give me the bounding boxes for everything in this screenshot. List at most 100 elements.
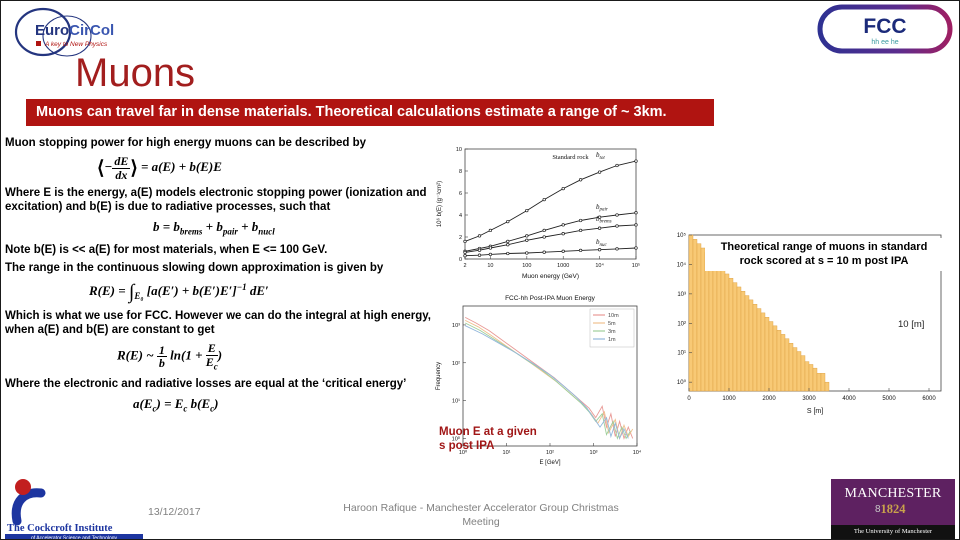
notes-paragraph-3: Note b(E) is << a(E) for most materials,… <box>5 243 328 256</box>
series-marker <box>578 228 583 233</box>
series-marker <box>525 208 529 213</box>
series-marker <box>525 234 529 238</box>
y-tick-label: 10³ <box>452 323 460 329</box>
series-marker <box>542 235 546 239</box>
x-axis-label: S [m] <box>807 408 823 415</box>
hist-bar <box>804 361 810 392</box>
cockcroft-logo-svg: The Cockcroft Institute of Accelerator S… <box>5 479 143 540</box>
x-tick-label: 2000 <box>762 396 776 402</box>
chart-title: FCC-hh Post-IPA Muon Energy <box>505 295 596 302</box>
eurocircol-logo: EuroCirCol A key to New Physics <box>9 5 159 68</box>
eq-angle-right: ⟩ <box>130 158 138 180</box>
series-marker <box>506 251 510 256</box>
eq-term: b = b <box>153 219 180 235</box>
series-label-b_nuc: bnuc <box>596 238 608 248</box>
series-3m <box>464 322 631 440</box>
series-1m <box>465 325 629 440</box>
cockcroft-dot-icon <box>15 479 31 495</box>
manchester-name: MANCHESTER <box>844 486 942 501</box>
legend-label: 5m <box>608 321 616 327</box>
hist-bar <box>792 347 798 392</box>
y-tick-label: 4 <box>459 213 462 219</box>
muon-energy-chart: 10⁰ 10¹ 10² 10³ 10⁴ 10⁰ 10¹ 10² 10³ 10m 5m 3m 1m FCC-… <box>431 290 643 472</box>
equation-critical-energy: a(Ec) = Ec b(Ec) <box>133 396 433 415</box>
fcc-logo-frame <box>817 4 953 54</box>
eq-sub-c: c <box>152 403 157 414</box>
series-marker <box>488 246 493 250</box>
series-marker <box>597 170 602 174</box>
y-tick-label: 10³ <box>677 292 686 298</box>
series-marker <box>477 248 482 252</box>
hist-bar <box>824 381 830 392</box>
series-marker <box>463 239 467 244</box>
equation-range-integral: R(E) = ∫E₀ [a(E′) + b(E′)E′]−1 dE′ <box>89 280 433 304</box>
eq-bracket: [a(E′) + b(E′)E′] <box>146 283 237 299</box>
hist-bar <box>760 312 766 392</box>
hist-bar <box>820 373 826 392</box>
eq-denominator: b <box>158 356 165 371</box>
eq-sub-nucl: nucl <box>258 226 275 237</box>
eurocircol-ring-icon <box>14 7 72 57</box>
notes-paragraph-2: Where E is the energy, a(E) models elect… <box>5 187 427 214</box>
series-marker <box>561 249 565 253</box>
integral-sign: ∫ <box>128 280 135 303</box>
muon-energy-annotation: Muon E at a given s post IPA <box>439 425 554 454</box>
y-axis-label: Frequency <box>436 362 442 390</box>
eq-fraction: dE dx <box>112 155 131 181</box>
slide-credit: Haroon Rafique - Manchester Accelerator … <box>343 502 619 528</box>
hist-bar <box>696 243 702 392</box>
eq-sub-c: c <box>183 403 188 414</box>
cockcroft-name: The Cockcroft Institute <box>7 523 113 534</box>
eurocircol-name-circol: CirCol <box>69 22 114 39</box>
hist-bar <box>720 269 726 392</box>
x-axis-label: Muon energy (GeV) <box>522 273 579 280</box>
series-marker <box>615 163 619 168</box>
chart-title: Standard rock <box>552 154 589 161</box>
series-marker <box>561 223 565 227</box>
eq-term: ) = E <box>156 395 184 411</box>
hist-bar <box>728 278 734 392</box>
series-marker <box>477 253 482 257</box>
y-tick-label: 6 <box>459 191 462 197</box>
x-tick-label: 10⁴ <box>595 262 604 269</box>
notes-paragraph-4: The range in the continuous slowing down… <box>5 261 384 274</box>
hist-bar <box>712 260 718 392</box>
eq-rhs: = a(E) + b(E)E <box>141 159 222 175</box>
x-tick-label: 100 <box>522 263 531 269</box>
range-annotation-line2: rock scored at s = 10 m post IPA <box>739 255 909 268</box>
eq-den-sub: c <box>213 361 218 372</box>
eq-fraction: E Ec <box>205 342 218 372</box>
series-marker <box>578 178 583 182</box>
y-tick-label: 0 <box>459 257 462 263</box>
eurocircol-logo-svg: EuroCirCol A key to New Physics <box>14 7 114 57</box>
eq-mid: ln(1 + <box>166 347 206 363</box>
series-marker <box>578 218 583 223</box>
hist-bar <box>764 317 770 392</box>
y-tick-label: 10⁵ <box>677 232 687 239</box>
hist-bar <box>704 252 710 392</box>
range-annotation-line1: Theoretical range of muons in standard <box>720 241 928 253</box>
x-tick-label: 10¹ <box>503 450 511 456</box>
y-axis-label: 10⁶ b(E) (g⁻¹cm²) <box>436 181 443 227</box>
y-tick-label: 10⁰ <box>677 379 687 386</box>
cockcroft-logo: The Cockcroft Institute of Accelerator S… <box>3 477 145 540</box>
series-label-b_brems: bbrems <box>596 215 612 225</box>
legend-label: 10m <box>608 313 619 319</box>
fcc-logo-svg: FCC hh ee he <box>817 4 953 54</box>
series-marker <box>561 186 565 191</box>
eq-sub-pair: pair <box>222 226 238 237</box>
stopping-power-chart: 2 10 100 1000 10⁴ 10⁵ 0 2 4 6 8 10 btot bpair bbrems bn… <box>431 135 643 287</box>
hist-bar <box>756 308 762 392</box>
hist-bar <box>752 304 758 392</box>
eurocircol-ring2-icon <box>42 15 92 57</box>
cockcroft-subtext: of Accelerator Science and Technology <box>31 536 118 540</box>
x-tick-label: 0 <box>687 396 691 402</box>
x-axis-label: E [GeV] <box>539 460 560 466</box>
series-marker <box>634 211 638 215</box>
series-marker <box>634 223 638 227</box>
eq-term: + b <box>237 219 259 235</box>
hist-bar <box>780 334 786 392</box>
notes-paragraph-1: Muon stopping power for high energy muon… <box>5 137 367 149</box>
